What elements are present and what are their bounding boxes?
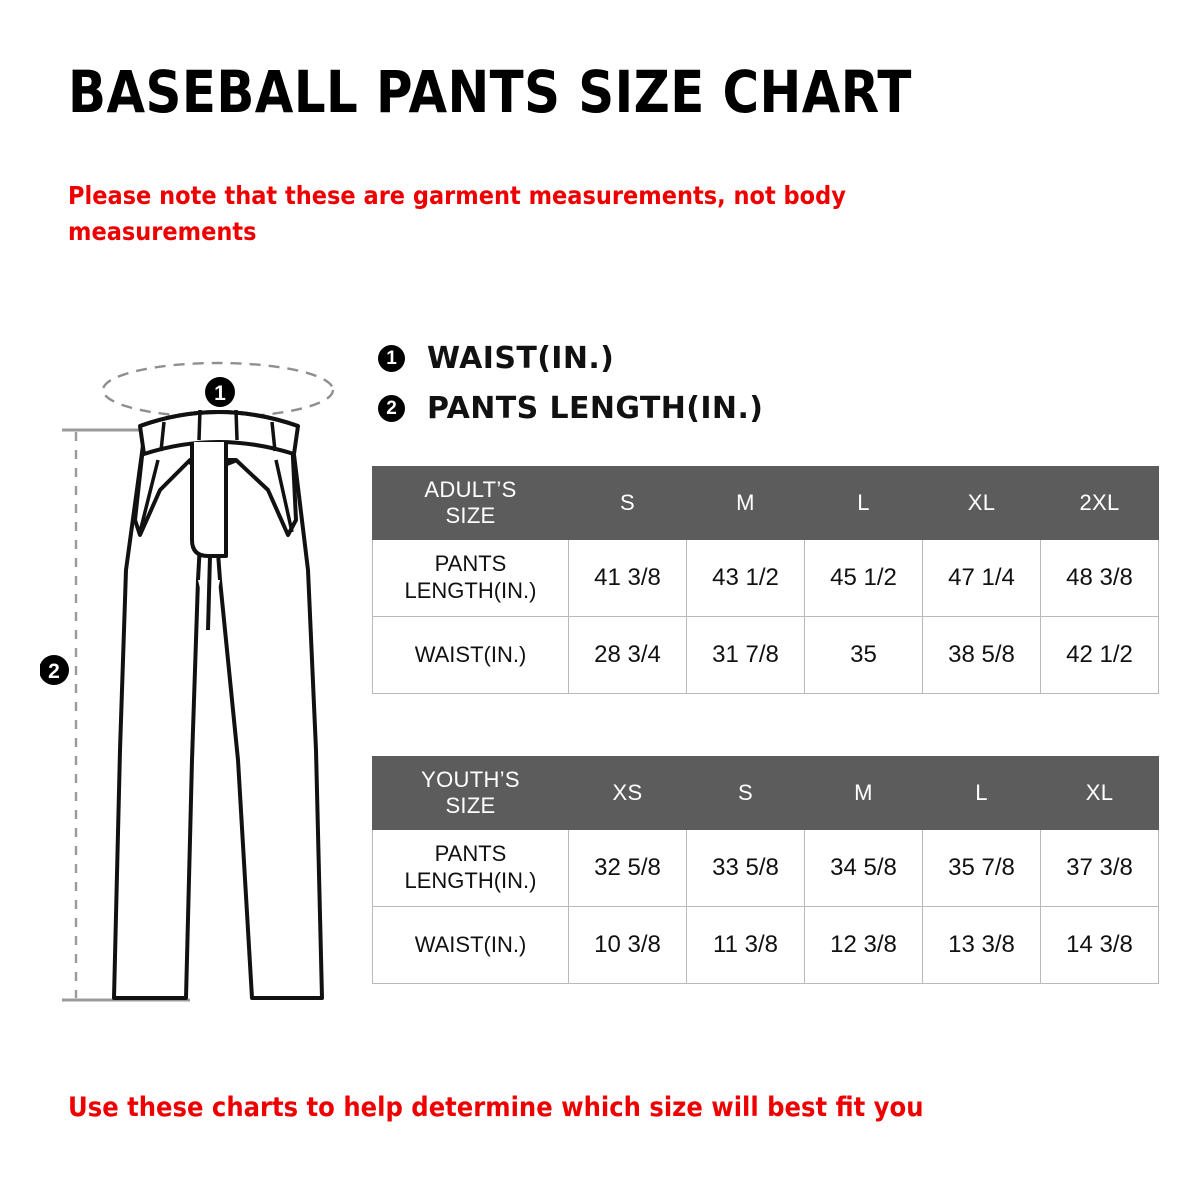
youth-row0-line2: LENGTH(IN.)	[404, 868, 537, 893]
measurement-legend: 1 WAIST(IN.) 2 PANTS LENGTH(IN.)	[378, 336, 763, 436]
youth-header-line2: SIZE	[445, 793, 496, 818]
table-header-row: YOUTH’S SIZE XS S M L XL	[372, 756, 1159, 830]
adult-size-col-xl: XL	[922, 466, 1041, 540]
belt-loop-2	[197, 409, 202, 441]
pants-inseam	[206, 555, 212, 631]
adult-size-table: ADULT’S SIZE S M L XL 2XL PANTS LENGTH(I…	[372, 466, 1159, 694]
legend-item-pants-length: 2 PANTS LENGTH(IN.)	[378, 386, 763, 430]
legend-marker-2-icon: 2	[378, 394, 405, 422]
length-marker-label: 2	[48, 660, 60, 683]
youth-size-col-xs: XS	[568, 756, 687, 830]
adult-pants-length-m: 43 1/2	[686, 539, 805, 617]
adult-pants-length-2xl: 48 3/8	[1040, 539, 1159, 617]
youth-waist-xs: 10 3/8	[568, 906, 687, 984]
pants-fly	[190, 442, 228, 558]
pants-waistband-top	[139, 410, 299, 428]
youth-row-label-waist: WAIST(IN.)	[372, 906, 569, 984]
belt-loop-3	[234, 409, 239, 441]
adult-waist-2xl: 42 1/2	[1040, 616, 1159, 694]
adult-waist-s: 28 3/4	[568, 616, 687, 694]
youth-waist-xl: 14 3/8	[1040, 906, 1159, 984]
pants-pocket-right	[274, 459, 294, 533]
youth-header-label: YOUTH’S SIZE	[372, 756, 569, 830]
youth-size-col-m: M	[804, 756, 923, 830]
youth-size-table: YOUTH’S SIZE XS S M L XL PANTS LENGTH(IN…	[372, 756, 1159, 984]
pants-diagram: 2 1	[40, 330, 380, 1030]
adult-waist-l: 35	[804, 616, 923, 694]
waist-marker-badge	[205, 377, 235, 407]
legend-marker-1-icon: 1	[378, 344, 405, 372]
youth-pants-length-m: 34 5/8	[804, 829, 923, 907]
table-row: PANTS LENGTH(IN.) 41 3/8 43 1/2 45 1/2 4…	[372, 539, 1159, 617]
youth-pants-length-l: 35 7/8	[922, 829, 1041, 907]
belt-loop-1	[159, 421, 166, 452]
youth-size-col-s: S	[686, 756, 805, 830]
youth-row0-line1: PANTS	[434, 841, 507, 867]
pants-hip-block	[133, 436, 298, 537]
adult-waist-xl: 38 5/8	[922, 616, 1041, 694]
table-row: WAIST(IN.) 28 3/4 31 7/8 35 38 5/8 42 1/…	[372, 616, 1159, 694]
youth-size-col-l: L	[922, 756, 1041, 830]
adult-size-col-2xl: 2XL	[1040, 466, 1159, 540]
legend-label-waist: WAIST(IN.)	[427, 340, 615, 376]
adult-header-label: ADULT’S SIZE	[372, 466, 569, 540]
legend-label-pants-length: PANTS LENGTH(IN.)	[427, 390, 764, 426]
youth-pants-length-xl: 37 3/8	[1040, 829, 1159, 907]
adult-header-line2: SIZE	[445, 503, 496, 528]
adult-pants-length-xl: 47 1/4	[922, 539, 1041, 617]
adult-waist-m: 31 7/8	[686, 616, 805, 694]
adult-row0-line2: LENGTH(IN.)	[404, 578, 537, 603]
adult-size-col-m: M	[686, 466, 805, 540]
youth-header-line1: YOUTH’S	[421, 767, 520, 793]
youth-row-label-pants-length: PANTS LENGTH(IN.)	[372, 829, 569, 907]
page-title: BASEBALL PANTS SIZE CHART	[68, 58, 912, 126]
adult-pants-length-s: 41 3/8	[568, 539, 687, 617]
youth-pants-length-xs: 32 5/8	[568, 829, 687, 907]
youth-size-col-xl: XL	[1040, 756, 1159, 830]
adult-size-col-s: S	[568, 466, 687, 540]
pants-pocket-left	[138, 459, 160, 533]
adult-row0-line1: PANTS	[434, 551, 507, 577]
youth-waist-s: 11 3/8	[686, 906, 805, 984]
table-header-row: ADULT’S SIZE S M L XL 2XL	[372, 466, 1159, 540]
adult-size-col-l: L	[804, 466, 923, 540]
waist-marker-label: 1	[214, 382, 226, 405]
adult-header-line1: ADULT’S	[424, 477, 517, 503]
footer-note: Use these charts to help determine which…	[68, 1092, 924, 1123]
youth-pants-length-s: 33 5/8	[686, 829, 805, 907]
adult-row-label-waist: WAIST(IN.)	[372, 616, 569, 694]
length-marker-badge	[40, 655, 69, 685]
table-row: WAIST(IN.) 10 3/8 11 3/8 12 3/8 13 3/8 1…	[372, 906, 1159, 984]
legend-item-waist: 1 WAIST(IN.)	[378, 336, 763, 380]
table-row: PANTS LENGTH(IN.) 32 5/8 33 5/8 34 5/8 3…	[372, 829, 1159, 907]
youth-waist-m: 12 3/8	[804, 906, 923, 984]
pants-right-leg	[210, 436, 324, 1000]
measurement-note: Please note that these are garment measu…	[68, 181, 846, 247]
belt-loop-4	[270, 421, 277, 452]
adult-pants-length-l: 45 1/2	[804, 539, 923, 617]
youth-waist-l: 13 3/8	[922, 906, 1041, 984]
adult-row-label-pants-length: PANTS LENGTH(IN.)	[372, 539, 569, 617]
